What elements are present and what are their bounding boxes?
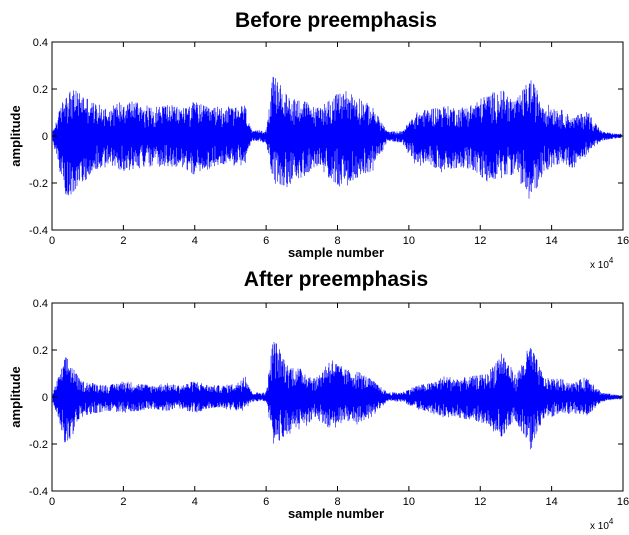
x-tick-label: 8: [334, 235, 340, 247]
y-tick-label: 0.2: [33, 84, 48, 96]
x-scale-label: x 104: [590, 517, 614, 532]
axis-ticks: 0 2 4 6 8 10 12 14 16 -0.4 -0.2 0 0.2 0.4: [29, 37, 629, 247]
x-tick-label: 4: [192, 496, 198, 508]
y-tick-label: 0.2: [33, 345, 48, 357]
x-tick-label: 12: [474, 496, 486, 508]
y-tick-label: 0.4: [33, 37, 48, 49]
x-tick-label: 2: [120, 235, 126, 247]
x-axis-label: sample number: [288, 506, 384, 521]
y-tick-label: -0.4: [29, 225, 48, 237]
y-tick-label: -0.2: [29, 178, 48, 190]
y-tick-label: 0.4: [33, 298, 48, 310]
x-tick-label: 10: [403, 496, 415, 508]
y-tick-label: -0.4: [29, 486, 48, 498]
y-axis-label: amplitude: [8, 105, 23, 166]
y-axis-label: amplitude: [8, 366, 23, 427]
chart-after: After preemphasis 0 2 4 6 8 10 12 14 16-0.4-0.20…: [8, 268, 629, 532]
x-axis-label: sample number: [288, 245, 384, 260]
chart-title: After preemphasis: [244, 268, 428, 291]
y-tick-label: 0: [42, 131, 48, 143]
waveform: [52, 342, 623, 450]
chart-title: Before preemphasis: [235, 9, 437, 32]
x-scale-label: x 104: [590, 256, 614, 271]
y-tick-label: 0: [42, 392, 48, 404]
axis-ticks: 0 2 4 6 8 10 12 14 16 -0.4 -0.2 0 0.2 0.4: [29, 298, 629, 508]
x-tick-label: 8: [334, 496, 340, 508]
y-tick-label: -0.2: [29, 439, 48, 451]
x-tick-label: 12: [474, 235, 486, 247]
x-tick-label: 14: [546, 235, 558, 247]
x-tick-label: 14: [546, 496, 558, 508]
chart-before: Before preemphasis 0 2 4 6 8 10 12 14 16 -0.4 -0.2…: [8, 9, 629, 271]
x-tick-label: 2: [120, 496, 126, 508]
x-tick-label: 6: [263, 496, 269, 508]
x-tick-label: 4: [192, 235, 198, 247]
x-tick-label: 16: [617, 496, 629, 508]
x-tick-label: 10: [403, 235, 415, 247]
x-tick-label: 0: [49, 235, 55, 247]
x-tick-label: 16: [617, 235, 629, 247]
x-tick-label: 0: [49, 496, 55, 508]
x-tick-label: 6: [263, 235, 269, 247]
